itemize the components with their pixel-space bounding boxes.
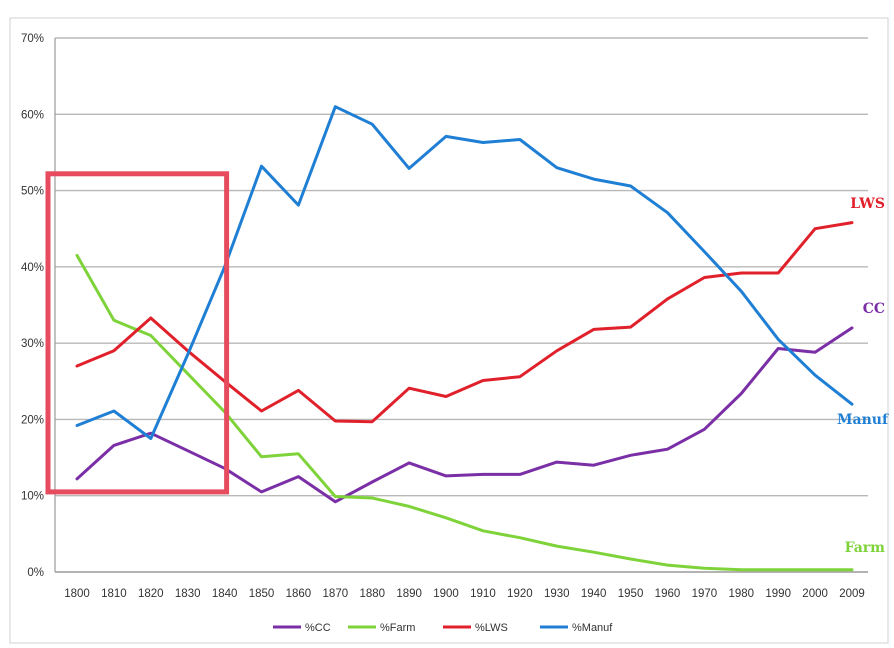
y-tick-label: 20% xyxy=(21,414,44,426)
y-tick-label: 30% xyxy=(21,338,44,350)
x-tick-label: 1880 xyxy=(359,588,385,600)
y-tick-label: 50% xyxy=(21,186,44,198)
x-tick-label: 1830 xyxy=(175,588,201,600)
y-tick-label: 10% xyxy=(21,491,44,503)
highlight-box xyxy=(45,171,230,495)
x-tick-label: 1850 xyxy=(249,588,275,600)
x-tick-label: 2000 xyxy=(802,588,828,600)
series-annotations: LWS CC Manuf Farm xyxy=(837,196,889,556)
x-tick-label: 1870 xyxy=(323,588,349,600)
x-tick-label: 1890 xyxy=(396,588,422,600)
x-axis-ticks: 1800 1810 1820 1830 1840 1850 1860 1870 1880 1890… xyxy=(64,588,865,600)
annotation-farm: Farm xyxy=(845,540,886,556)
legend-item-manuf: %Manuf xyxy=(540,622,613,634)
series-lines xyxy=(75,105,854,572)
x-tick-label: 1950 xyxy=(618,588,644,600)
annotation-lws: LWS xyxy=(850,196,885,212)
series-line-manuf xyxy=(75,105,854,440)
legend-item-farm: %Farm xyxy=(348,622,415,634)
x-tick-label: 1940 xyxy=(581,588,607,600)
legend-item-cc: %CC xyxy=(273,622,331,634)
legend-label: %Manuf xyxy=(572,622,613,634)
chart-frame xyxy=(9,17,889,644)
x-tick-label: 1980 xyxy=(728,588,754,600)
y-tick-label: 60% xyxy=(21,109,44,121)
y-axis-ticks: 0% 10% 20% 30% 40% 50% 60% 70% xyxy=(21,33,44,579)
x-tick-label: 1930 xyxy=(544,588,570,600)
x-tick-label: 1900 xyxy=(433,588,459,600)
series-line-cc xyxy=(75,326,854,504)
x-tick-label: 1860 xyxy=(286,588,312,600)
x-tick-label: 1800 xyxy=(64,588,90,600)
series-line-farm xyxy=(75,253,854,572)
y-tick-label: 0% xyxy=(27,567,44,579)
highlight-box-layer xyxy=(45,171,230,495)
x-tick-label: 1820 xyxy=(138,588,164,600)
series-line-lws xyxy=(75,221,854,424)
y-tick-label: 70% xyxy=(21,33,44,45)
annotation-manuf: Manuf xyxy=(837,412,889,428)
x-tick-label: 1920 xyxy=(507,588,533,600)
x-tick-label: 2009 xyxy=(839,588,865,600)
legend-label: %LWS xyxy=(475,622,508,634)
annotation-cc: CC xyxy=(863,301,885,317)
x-tick-label: 1970 xyxy=(692,588,718,600)
x-tick-label: 1840 xyxy=(212,588,238,600)
x-tick-label: 1810 xyxy=(101,588,127,600)
legend-label: %CC xyxy=(305,622,331,634)
x-tick-label: 1990 xyxy=(765,588,791,600)
legend: %CC %Farm %LWS %Manuf xyxy=(273,622,613,634)
grid-lines xyxy=(54,37,868,573)
y-tick-label: 40% xyxy=(21,262,44,274)
legend-item-lws: %LWS xyxy=(443,622,508,634)
x-tick-label: 1960 xyxy=(655,588,681,600)
x-tick-label: 1910 xyxy=(470,588,496,600)
legend-label: %Farm xyxy=(380,622,415,634)
